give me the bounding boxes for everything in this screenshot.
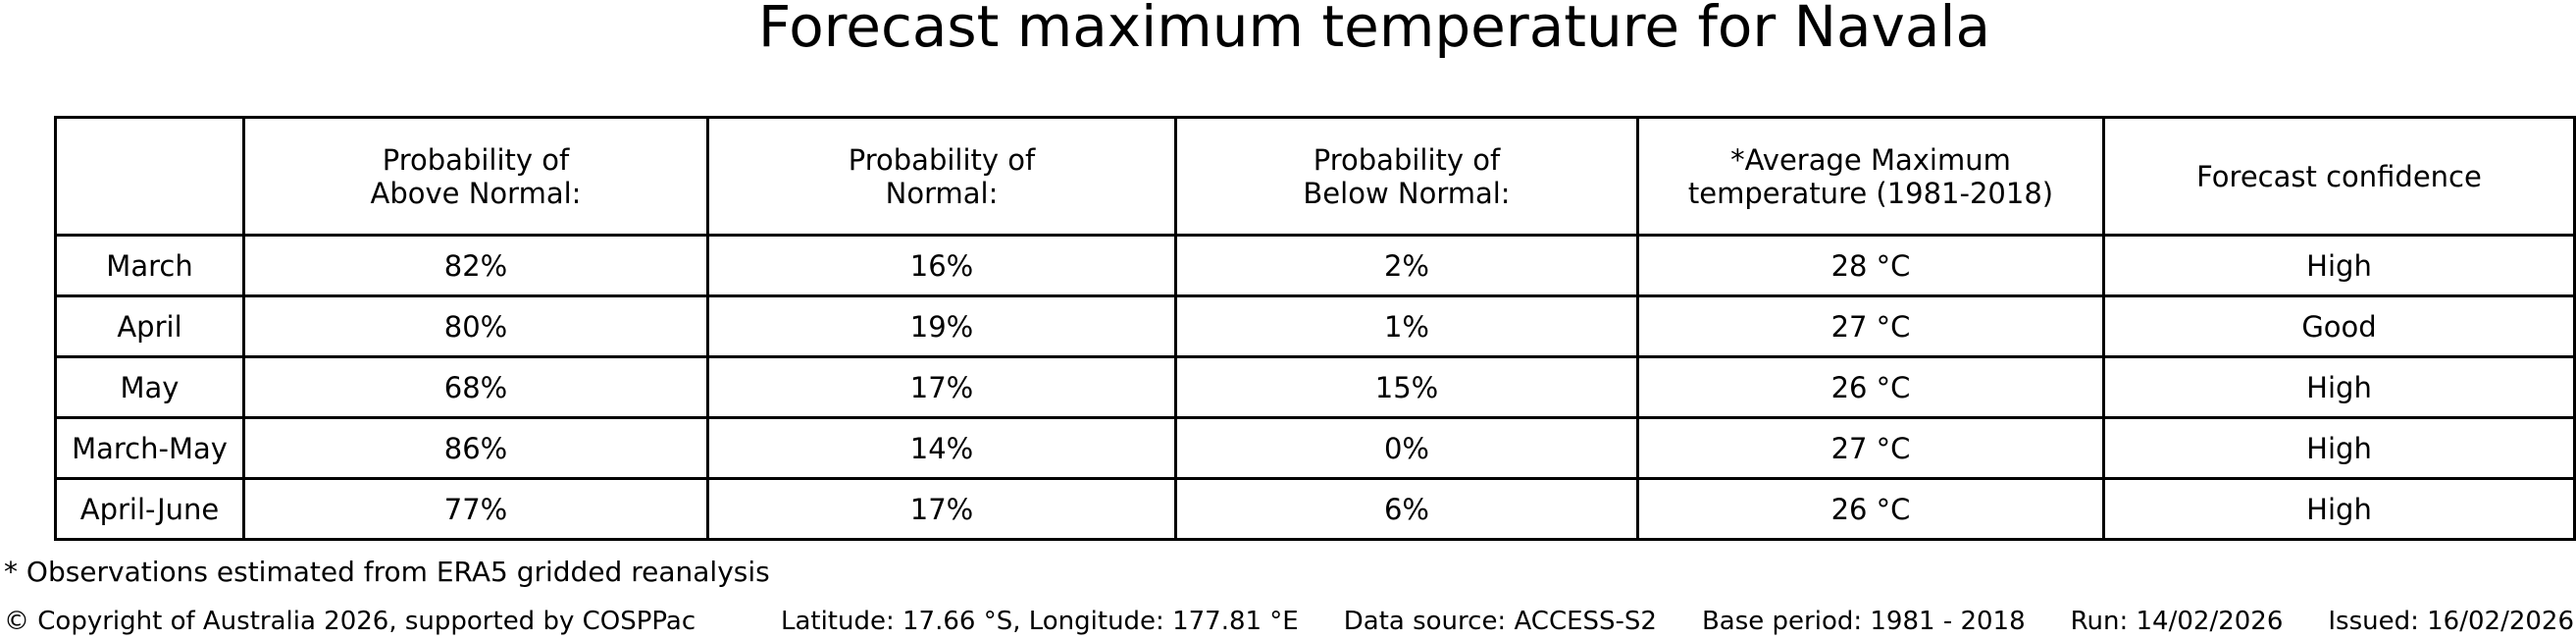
copyright-text: © Copyright of Australia 2026, supported… bbox=[4, 607, 696, 636]
corner-blank-cell bbox=[54, 116, 245, 237]
table-cell: 80% bbox=[242, 294, 709, 358]
header-below-normal: Probability of Below Normal: bbox=[1174, 116, 1639, 237]
row-label: April-June bbox=[54, 477, 245, 541]
observations-footnote: * Observations estimated from ERA5 gridd… bbox=[4, 556, 770, 588]
header-average-max-temp: *Average Maximum temperature (1981-2018) bbox=[1636, 116, 2105, 237]
page-title: Forecast maximum temperature for Navala bbox=[757, 0, 1991, 60]
table-cell: 27 °C bbox=[1636, 294, 2105, 358]
table-cell: Good bbox=[2102, 294, 2576, 358]
table-cell: 2% bbox=[1174, 234, 1639, 297]
table-cell: 16% bbox=[706, 234, 1177, 297]
header-above-normal: Probability of Above Normal: bbox=[242, 116, 709, 237]
table-cell: 68% bbox=[242, 355, 709, 419]
table-cell: 19% bbox=[706, 294, 1177, 358]
data-source-text: Data source: ACCESS-S2 bbox=[1343, 607, 1657, 636]
run-date-text: Run: 14/02/2026 bbox=[2070, 607, 2284, 636]
table-cell: 77% bbox=[242, 477, 709, 541]
table-cell: High bbox=[2102, 416, 2576, 480]
row-label: March bbox=[54, 234, 245, 297]
table-row: March-May 86% 14% 0% 27 °C High bbox=[54, 416, 2576, 480]
table-cell: 28 °C bbox=[1636, 234, 2105, 297]
issued-date-text: Issued: 16/02/2026 bbox=[2328, 607, 2574, 636]
table-cell: 26 °C bbox=[1636, 477, 2105, 541]
table-cell: High bbox=[2102, 234, 2576, 297]
table-cell: 14% bbox=[706, 416, 1177, 480]
row-label: May bbox=[54, 355, 245, 419]
table-cell: 0% bbox=[1174, 416, 1639, 480]
table-cell: 15% bbox=[1174, 355, 1639, 419]
table-row: May 68% 17% 15% 26 °C High bbox=[54, 355, 2576, 419]
table-cell: 1% bbox=[1174, 294, 1639, 358]
table-cell: High bbox=[2102, 355, 2576, 419]
footer-info-line: © Copyright of Australia 2026, supported… bbox=[4, 607, 2574, 636]
base-period-text: Base period: 1981 - 2018 bbox=[1701, 607, 2026, 636]
table-cell: 27 °C bbox=[1636, 416, 2105, 480]
table-cell: 17% bbox=[706, 477, 1177, 541]
row-label: April bbox=[54, 294, 245, 358]
table-row: April-June 77% 17% 6% 26 °C High bbox=[54, 477, 2576, 541]
table-header-row: Probability of Above Normal: Probability… bbox=[54, 116, 2576, 237]
table-cell: High bbox=[2102, 477, 2576, 541]
footer-metadata-group: Latitude: 17.66 °S, Longitude: 177.81 °E… bbox=[781, 607, 2574, 636]
lat-long-text: Latitude: 17.66 °S, Longitude: 177.81 °E bbox=[780, 607, 1299, 636]
table-cell: 82% bbox=[242, 234, 709, 297]
table-cell: 86% bbox=[242, 416, 709, 480]
table-cell: 26 °C bbox=[1636, 355, 2105, 419]
forecast-table: Probability of Above Normal: Probability… bbox=[54, 116, 2576, 541]
header-normal: Probability of Normal: bbox=[706, 116, 1177, 237]
table-row: March 82% 16% 2% 28 °C High bbox=[54, 234, 2576, 297]
table-row: April 80% 19% 1% 27 °C Good bbox=[54, 294, 2576, 358]
row-label: March-May bbox=[54, 416, 245, 480]
header-forecast-confidence: Forecast confidence bbox=[2102, 116, 2576, 237]
table-cell: 17% bbox=[706, 355, 1177, 419]
table-cell: 6% bbox=[1174, 477, 1639, 541]
